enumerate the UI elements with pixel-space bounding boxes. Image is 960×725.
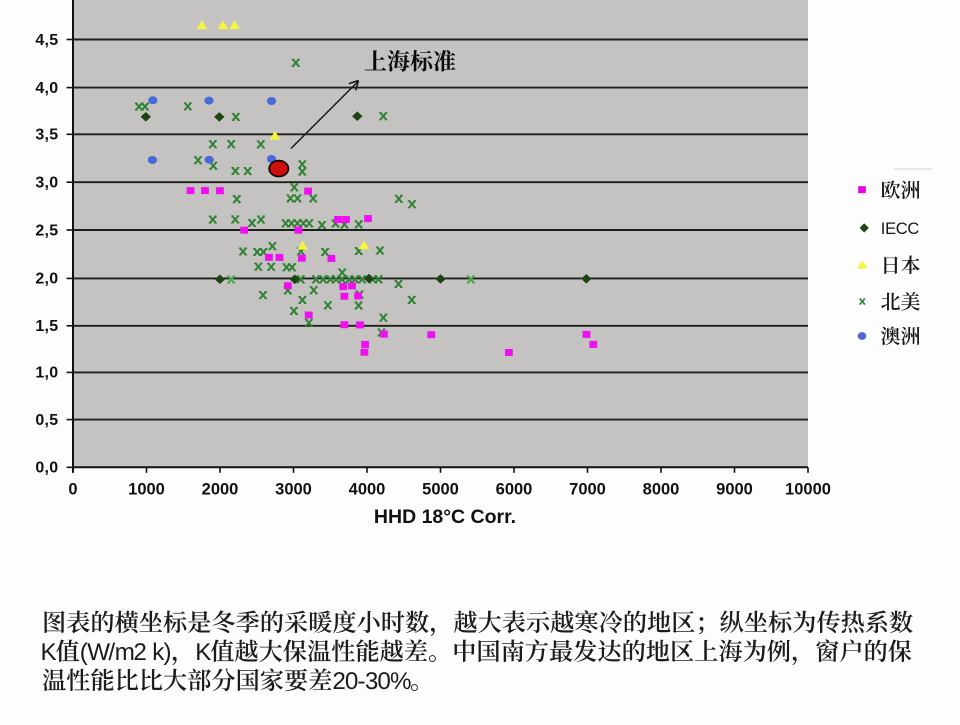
svg-text:3,5: 3,5 xyxy=(35,127,58,144)
svg-text:IECC: IECC xyxy=(881,220,920,238)
svg-text:10000: 10000 xyxy=(785,481,831,499)
svg-text:4000: 4000 xyxy=(349,481,386,499)
svg-text:1,0: 1,0 xyxy=(35,365,58,382)
svg-text:8000: 8000 xyxy=(643,481,680,499)
svg-text:2000: 2000 xyxy=(202,481,239,499)
svg-text:1000: 1000 xyxy=(128,481,165,499)
svg-text:0: 0 xyxy=(68,481,77,499)
svg-text:7000: 7000 xyxy=(569,481,606,499)
svg-text:2,0: 2,0 xyxy=(35,271,58,288)
svg-text:9000: 9000 xyxy=(716,481,753,499)
svg-text:3,0: 3,0 xyxy=(35,175,58,192)
svg-text:6000: 6000 xyxy=(496,481,533,499)
svg-text:0,5: 0,5 xyxy=(35,412,58,429)
svg-text:3000: 3000 xyxy=(275,481,312,499)
svg-text:HHD 18°C Corr.: HHD 18°C Corr. xyxy=(374,506,516,528)
svg-text:2,5: 2,5 xyxy=(35,222,58,239)
svg-text:0,0: 0,0 xyxy=(35,460,58,477)
svg-text:5000: 5000 xyxy=(422,481,459,499)
svg-text:4,0: 4,0 xyxy=(35,80,58,97)
svg-text:4,5: 4,5 xyxy=(35,32,58,49)
svg-text:1,5: 1,5 xyxy=(35,318,58,335)
